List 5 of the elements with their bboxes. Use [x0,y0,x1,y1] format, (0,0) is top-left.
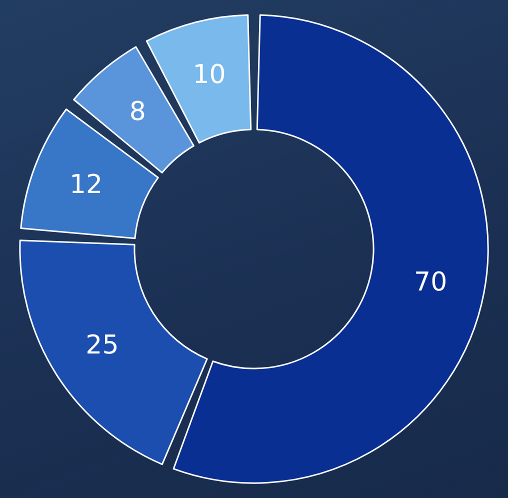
data-label: 10 [192,60,226,90]
data-label: 70 [414,268,448,298]
data-label: 25 [86,330,119,360]
data-label: 8 [129,96,146,127]
data-label: 12 [69,170,103,200]
